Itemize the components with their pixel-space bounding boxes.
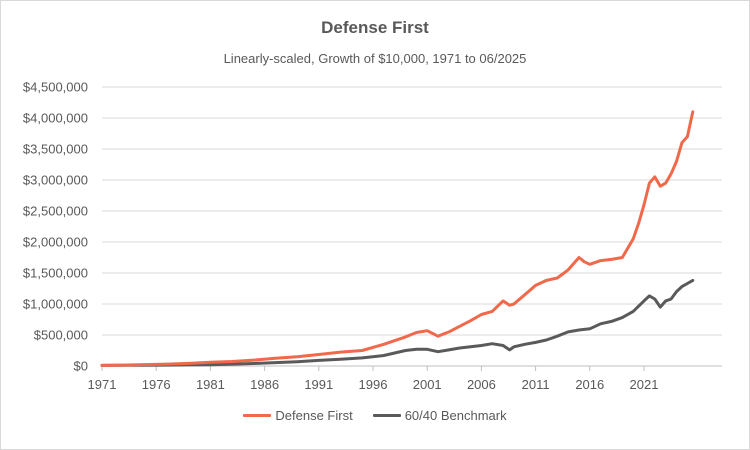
x-tick-label: 1981 [196, 377, 225, 392]
x-tick-label: 2001 [413, 377, 442, 392]
legend-swatch-defense-first [243, 414, 272, 417]
y-tick-label: $3,000,000 [23, 173, 88, 188]
legend-item-defense-first: Defense First [243, 408, 353, 423]
series-line-benchmark [100, 278, 695, 367]
x-tick-label: 1991 [304, 377, 333, 392]
x-tick-label: 1996 [359, 377, 388, 392]
y-tick-label: $3,500,000 [23, 142, 88, 157]
chart-title: Defense First [321, 18, 429, 37]
x-tick-label: 1976 [142, 377, 171, 392]
legend-label-defense-first: Defense First [275, 408, 353, 423]
legend-label-benchmark: 60/40 Benchmark [404, 408, 507, 423]
y-tick-label: $500,000 [34, 328, 88, 343]
x-tick-label: 2016 [575, 377, 604, 392]
y-tick-label: $1,000,000 [23, 297, 88, 312]
y-tick-label: $4,500,000 [23, 80, 88, 95]
x-tick-label: 2021 [630, 377, 659, 392]
legend-item-benchmark: 60/40 Benchmark [372, 408, 507, 423]
y-tick-label: $0 [74, 359, 88, 374]
y-tick-label: $2,000,000 [23, 235, 88, 250]
legend-swatch-benchmark [372, 414, 401, 417]
x-tick-label: 1986 [250, 377, 279, 392]
series-line-defense-first [100, 110, 695, 367]
y-tick-label: $4,000,000 [23, 111, 88, 126]
x-tick-label: 1971 [88, 377, 117, 392]
legend: Defense First 60/40 Benchmark [0, 408, 750, 423]
x-tick-label: 2006 [467, 377, 496, 392]
y-tick-label: $1,500,000 [23, 266, 88, 281]
chart-subtitle: Linearly-scaled, Growth of $10,000, 1971… [223, 51, 527, 66]
x-tick-label: 2011 [522, 377, 550, 392]
y-tick-label: $2,500,000 [23, 204, 88, 219]
